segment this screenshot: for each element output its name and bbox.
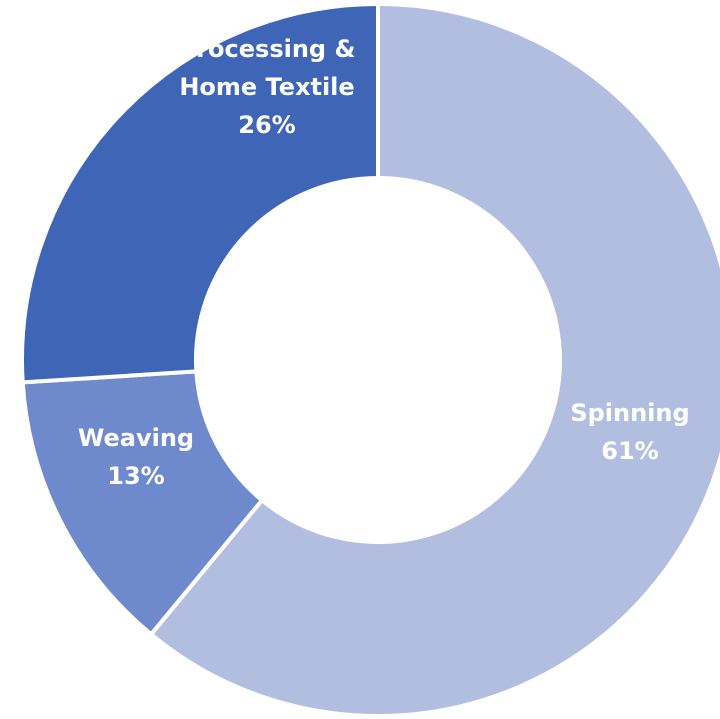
data-label-line: Home Textile <box>179 73 354 101</box>
data-label-processing-home-textile: Processing & Home Textile 26% <box>179 35 356 139</box>
data-label-line: 61% <box>601 437 658 465</box>
slice-spinning <box>148 1 720 718</box>
data-label-line: Spinning <box>570 399 689 427</box>
data-label-line: Weaving <box>78 424 194 452</box>
data-label-line: 26% <box>238 111 295 139</box>
data-label-line: Processing & <box>179 35 356 63</box>
slice-weaving <box>20 369 265 638</box>
data-label-weaving: Weaving 13% <box>78 424 194 490</box>
data-label-line: 13% <box>107 462 164 490</box>
data-label-spinning: Spinning 61% <box>570 399 689 465</box>
slice-processing-home-textile <box>20 1 380 385</box>
